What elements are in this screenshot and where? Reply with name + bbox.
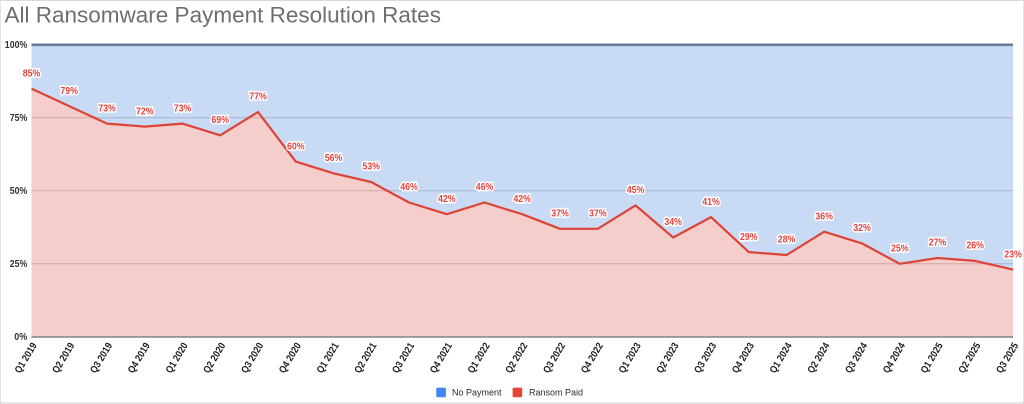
svg-text:72%: 72% bbox=[136, 106, 154, 117]
svg-text:53%: 53% bbox=[362, 162, 380, 173]
svg-text:0%: 0% bbox=[14, 332, 27, 343]
svg-text:46%: 46% bbox=[476, 182, 494, 193]
svg-text:36%: 36% bbox=[815, 211, 833, 222]
svg-text:28%: 28% bbox=[778, 235, 796, 246]
svg-text:60%: 60% bbox=[287, 141, 305, 152]
svg-text:25%: 25% bbox=[10, 259, 28, 270]
svg-text:All Ransomware Payment Resolut: All Ransomware Payment Resolution Rates bbox=[5, 2, 441, 27]
svg-text:37%: 37% bbox=[589, 209, 607, 220]
svg-text:32%: 32% bbox=[853, 223, 871, 234]
svg-text:27%: 27% bbox=[929, 238, 947, 249]
svg-text:34%: 34% bbox=[664, 217, 682, 228]
svg-text:25%: 25% bbox=[891, 244, 909, 255]
svg-text:23%: 23% bbox=[1004, 249, 1022, 260]
svg-text:Ransom Paid: Ransom Paid bbox=[529, 387, 583, 397]
svg-text:79%: 79% bbox=[60, 86, 78, 97]
svg-text:45%: 45% bbox=[627, 185, 645, 196]
svg-text:29%: 29% bbox=[740, 232, 758, 243]
svg-text:75%: 75% bbox=[10, 113, 28, 124]
svg-text:26%: 26% bbox=[966, 241, 984, 252]
svg-text:42%: 42% bbox=[438, 194, 456, 205]
svg-text:77%: 77% bbox=[249, 92, 267, 103]
svg-text:85%: 85% bbox=[23, 68, 41, 79]
svg-text:No Payment: No Payment bbox=[452, 387, 502, 397]
svg-text:73%: 73% bbox=[174, 103, 192, 114]
svg-text:41%: 41% bbox=[702, 197, 720, 208]
svg-text:69%: 69% bbox=[211, 115, 229, 126]
svg-text:100%: 100% bbox=[5, 40, 28, 51]
svg-text:56%: 56% bbox=[325, 153, 343, 164]
svg-text:42%: 42% bbox=[513, 194, 531, 205]
svg-text:73%: 73% bbox=[98, 103, 116, 114]
svg-text:37%: 37% bbox=[551, 209, 569, 220]
svg-text:46%: 46% bbox=[400, 182, 418, 193]
svg-text:50%: 50% bbox=[10, 186, 28, 197]
